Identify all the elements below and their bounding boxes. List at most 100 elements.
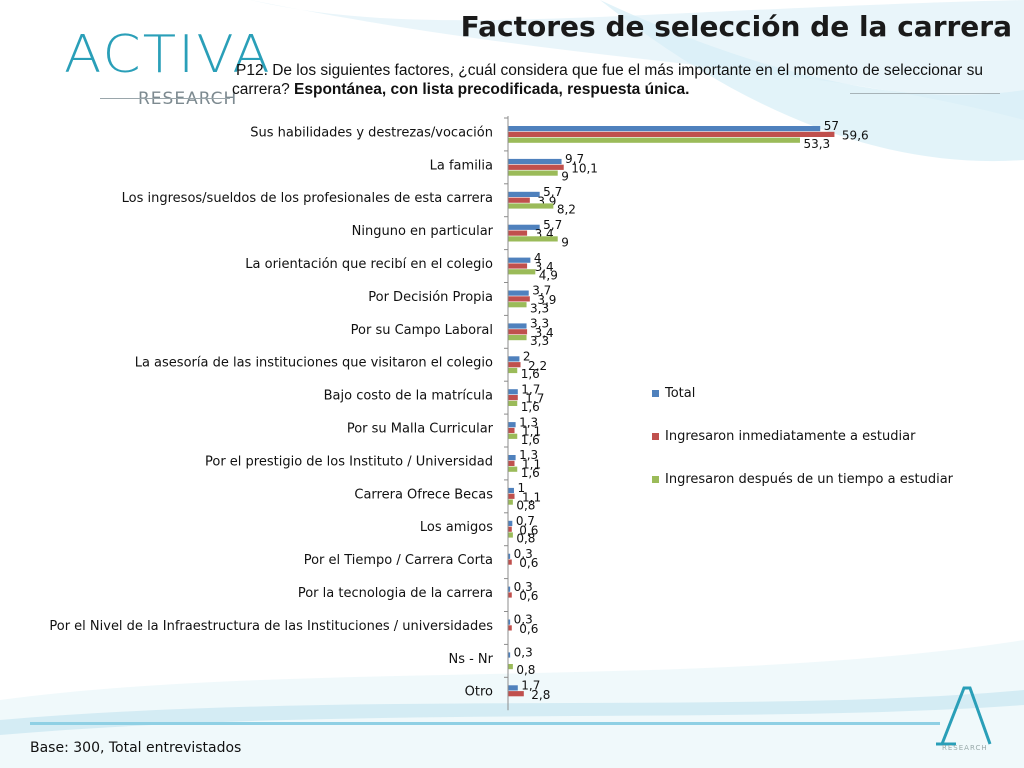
category-label: Bajo costo de la matrícula	[324, 389, 493, 404]
bar-inmediato	[508, 329, 528, 335]
category-label: La asesoría de las instituciones que vis…	[135, 356, 493, 371]
category-label: Los ingresos/sueldos de los profesionale…	[122, 191, 493, 206]
category-label: Ninguno en particular	[352, 224, 494, 239]
bar-despues	[508, 335, 527, 341]
bar-total	[508, 290, 529, 296]
category-label: Por el prestigio de los Instituto / Univ…	[205, 454, 493, 469]
bar-total	[508, 455, 516, 461]
activa-research-logo: ACTIVA RESEARCH	[30, 15, 270, 115]
bar-inmediato	[508, 395, 518, 401]
legend-label-total: Total	[665, 386, 696, 401]
category-label: Ns - Nr	[448, 652, 493, 667]
bar-total	[508, 520, 513, 526]
bar-inmediato	[508, 592, 512, 598]
bar-total	[508, 191, 540, 197]
data-label-inmediato: 1,1	[522, 490, 541, 504]
data-label-total: 2	[523, 350, 531, 364]
bar-total	[508, 356, 520, 362]
bar-inmediato	[508, 625, 512, 631]
question-bold: Espontánea, con lista precodificada, res…	[294, 81, 690, 98]
category-label: Sus habilidades y destrezas/vocación	[250, 125, 493, 140]
data-label-total: 0,3	[514, 580, 533, 594]
bar-despues	[508, 664, 513, 670]
bar-inmediato	[508, 691, 524, 697]
bar-total	[508, 652, 511, 658]
data-label-despues: 9	[561, 170, 569, 184]
bar-inmediato	[508, 427, 515, 434]
data-label-total: 3,7	[532, 284, 551, 298]
bar-total	[508, 126, 821, 132]
bar-total	[508, 422, 516, 428]
data-label-inmediato: 1,1	[522, 458, 541, 472]
page-title: Factores de selección de la carrera	[460, 10, 1012, 43]
bar-despues	[508, 367, 518, 374]
bar-despues	[508, 466, 518, 472]
data-label-despues: 1,6	[521, 466, 540, 480]
bar-despues	[508, 203, 554, 209]
logo-underline	[100, 98, 230, 99]
data-label-total: 0,7	[516, 514, 535, 528]
bar-total	[508, 389, 518, 395]
bar-total	[508, 619, 511, 625]
data-label-despues: 8,2	[557, 203, 576, 217]
data-label-inmediato: 2,2	[528, 359, 547, 373]
legend-label-inmediato: Ingresaron inmediatamente a estudiar	[665, 429, 916, 444]
bar-total	[508, 224, 540, 230]
bar-chart: Sus habilidades y destrezas/vocación 5759…	[49, 116, 869, 711]
category-label: Por su Malla Curricular	[347, 422, 494, 437]
bar-despues	[508, 269, 536, 275]
data-label-inmediato: 3,4	[535, 326, 554, 340]
logo-wordmark: ACTIVA	[64, 25, 272, 85]
data-label-total: 9,7	[565, 152, 584, 166]
data-label-total: 0,3	[514, 547, 533, 561]
data-label-inmediato: 3,4	[535, 260, 554, 274]
legend-swatch-total	[652, 390, 659, 397]
footer-logo-text: RESEARCH	[942, 744, 988, 752]
logo-subtitle: RESEARCH	[138, 89, 238, 109]
data-label-total: 1	[517, 481, 525, 495]
bar-inmediato	[508, 164, 564, 170]
data-label-total: 4	[534, 251, 542, 265]
bar-inmediato	[508, 263, 528, 269]
data-label-total: 0,3	[514, 646, 533, 660]
activa-footer-logo	[936, 686, 992, 746]
base-note: Base: 300, Total entrevistados	[30, 740, 242, 756]
data-label-despues: 53,3	[803, 137, 830, 151]
question-text: P12. De los siguientes factores, ¿cuál c…	[232, 61, 992, 99]
bar-inmediato	[508, 493, 515, 499]
bar-inmediato	[508, 362, 521, 368]
question-main: P12. De los siguientes factores, ¿cuál c…	[232, 62, 983, 98]
bar-inmediato	[508, 460, 515, 466]
bar-inmediato	[508, 131, 835, 137]
data-label-despues: 1,6	[521, 367, 540, 381]
data-label-despues: 4,9	[539, 268, 558, 282]
bar-despues	[508, 532, 513, 538]
legend-item-despues: Ingresaron después de un tiempo a estudi…	[652, 472, 953, 487]
bar-despues	[508, 433, 518, 439]
legend-swatch-despues	[652, 476, 659, 483]
category-label: Otro	[465, 685, 493, 700]
legend-item-inmediato: Ingresaron inmediatamente a estudiar	[652, 429, 915, 444]
data-label-total: 57	[824, 119, 839, 133]
bar-despues	[508, 236, 558, 242]
bar-inmediato	[508, 559, 512, 565]
bar-total	[508, 323, 527, 329]
data-label-inmediato: 0,6	[519, 523, 538, 537]
data-label-inmediato: 0,6	[519, 556, 538, 570]
bar-inmediato	[508, 296, 530, 302]
data-label-despues: 0,8	[516, 663, 535, 677]
data-label-total: 5,7	[543, 185, 562, 199]
data-label-despues: 3,3	[530, 334, 549, 348]
data-label-inmediato: 10,1	[571, 161, 598, 175]
data-label-despues: 0,8	[516, 532, 535, 546]
category-label: Por Decisión Propia	[368, 290, 493, 305]
question-rule	[850, 93, 1000, 94]
category-label: Los amigos	[420, 520, 493, 535]
data-label-total: 0,3	[514, 613, 533, 627]
bar-inmediato	[508, 197, 530, 203]
data-label-total: 1,3	[519, 448, 538, 462]
data-label-despues: 3,3	[530, 301, 549, 315]
data-label-despues: 1,6	[521, 400, 540, 414]
bar-total	[508, 158, 562, 165]
